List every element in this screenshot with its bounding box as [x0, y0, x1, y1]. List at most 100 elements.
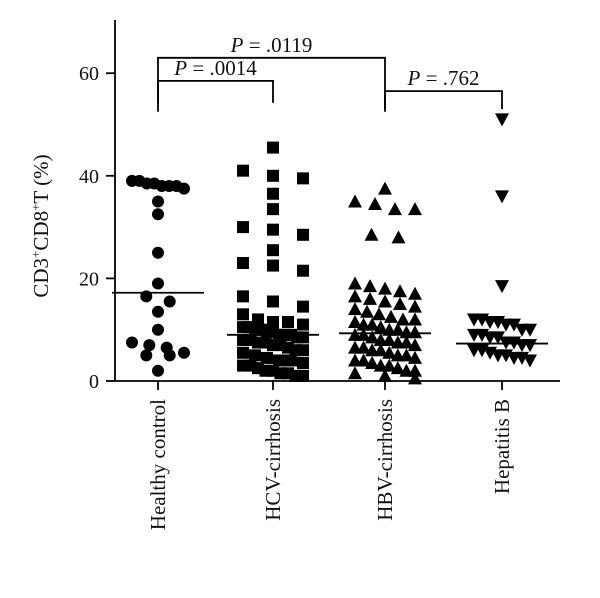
data-point — [365, 330, 380, 344]
data-point — [237, 346, 249, 359]
data-point — [356, 353, 371, 367]
p-value: = .762 — [420, 66, 479, 90]
y-tick-label: 0 — [89, 371, 99, 393]
comparison-bracket — [157, 79, 274, 103]
data-point — [378, 181, 392, 195]
p-value-label: P = .762 — [407, 66, 480, 90]
data-point — [348, 366, 362, 380]
data-point — [495, 113, 509, 127]
comparison-bracket — [384, 90, 503, 110]
data-point — [163, 349, 176, 362]
data-point — [393, 297, 407, 311]
data-point — [348, 194, 362, 208]
data-point — [267, 141, 279, 154]
data-point — [267, 295, 279, 308]
data-point — [348, 302, 362, 316]
data-point — [126, 336, 138, 349]
data-point — [364, 227, 379, 241]
data-point — [152, 305, 164, 318]
data-point — [237, 164, 249, 177]
data-point — [491, 331, 505, 345]
p-value-label: P = .0119 — [230, 33, 313, 57]
data-point — [408, 350, 422, 364]
data-point — [140, 349, 153, 362]
data-point — [408, 202, 422, 216]
comparison-bracket — [157, 56, 386, 112]
data-point — [267, 223, 279, 236]
data-point — [365, 356, 380, 370]
data-point — [363, 291, 377, 305]
data-marks — [126, 113, 537, 385]
data-point — [152, 277, 164, 290]
data-point — [237, 308, 249, 321]
data-point — [267, 169, 279, 182]
data-point — [399, 348, 414, 362]
data-point — [408, 325, 422, 339]
category-labels: Healthy control HCV-cirrhosis HBV-cirrhosi… — [146, 399, 514, 530]
y-axis-title-part: CD8 — [29, 211, 53, 251]
data-point — [348, 315, 362, 329]
p-symbol: P — [230, 33, 244, 57]
data-point — [368, 197, 382, 211]
data-point — [372, 307, 386, 321]
median-lines — [112, 291, 548, 345]
category-label: HBV-cirrhosis — [373, 399, 397, 521]
p-symbol: P — [173, 56, 187, 80]
data-point — [267, 187, 279, 200]
data-point — [273, 354, 285, 367]
data-point — [348, 276, 362, 290]
data-point — [297, 264, 309, 277]
data-point — [152, 323, 164, 336]
data-point — [237, 221, 249, 234]
data-point — [143, 339, 156, 352]
data-point — [178, 182, 190, 195]
p-value-label: P = .0014 — [173, 56, 257, 80]
category-label: Healthy control — [146, 399, 170, 530]
data-point — [378, 281, 392, 295]
data-point — [163, 295, 176, 308]
data-point — [348, 289, 362, 303]
data-point — [297, 331, 309, 344]
data-point — [237, 257, 249, 270]
y-axis-title-part: T (%) — [29, 154, 53, 203]
data-point — [152, 364, 164, 377]
p-symbol: P — [407, 66, 421, 90]
data-point — [382, 345, 397, 359]
data-point — [388, 202, 402, 216]
data-point — [237, 290, 249, 303]
data-point — [282, 316, 294, 329]
data-point — [399, 335, 414, 349]
y-tick-label: 40 — [79, 166, 99, 188]
data-point — [384, 309, 398, 323]
data-point — [285, 354, 297, 367]
data-point — [178, 346, 190, 359]
data-point — [297, 369, 309, 382]
data-point — [495, 280, 509, 294]
data-point — [382, 358, 397, 372]
data-point — [390, 361, 405, 375]
data-point — [378, 368, 392, 382]
data-point — [507, 318, 521, 332]
data-point — [267, 259, 279, 272]
data-point — [297, 344, 309, 357]
data-point — [297, 318, 309, 331]
data-point — [391, 230, 406, 244]
data-point — [378, 294, 392, 308]
data-point — [523, 323, 537, 337]
data-point — [297, 172, 309, 185]
data-point — [152, 208, 164, 221]
data-point — [408, 338, 422, 352]
p-value: = .0119 — [244, 33, 313, 57]
data-point — [373, 343, 388, 357]
p-value: = .0014 — [187, 56, 257, 80]
data-point — [267, 244, 279, 257]
data-point — [365, 317, 380, 331]
axes: 0 20 40 60 — [79, 20, 560, 393]
data-point — [408, 363, 422, 377]
data-point — [396, 312, 410, 326]
y-axis-title-superscript: + — [28, 204, 43, 211]
data-point — [297, 357, 309, 370]
